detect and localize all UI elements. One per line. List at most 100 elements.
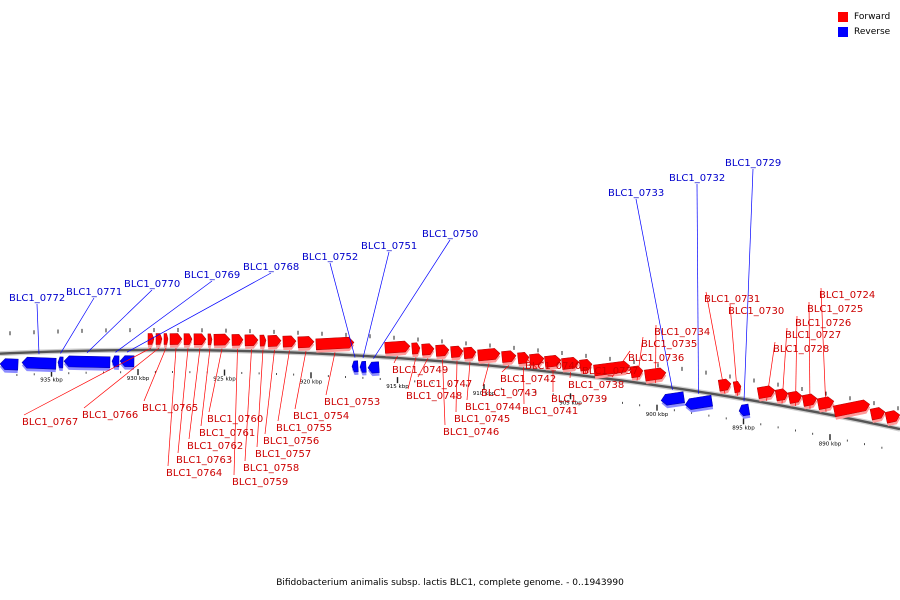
forward-gene-BLC1_0748[interactable] [411,342,421,358]
reverse-gene-BLC1_0770[interactable] [63,355,111,371]
gene-label-BLC1_0768[interactable]: BLC1_0768 [243,262,299,273]
gene-label-BLC1_0762[interactable]: BLC1_0762 [187,441,243,452]
leader-line [277,350,290,422]
gene-label-BLC1_0752[interactable]: BLC1_0752 [302,252,358,263]
forward-gene-BLC1_0762[interactable] [193,333,207,348]
gene-label-BLC1_0769[interactable]: BLC1_0769 [184,270,240,281]
gene-label-BLC1_0763[interactable]: BLC1_0763 [176,455,232,466]
gene-label-BLC1_0743[interactable]: BLC1_0743 [481,388,537,399]
forward-gene-extra-1[interactable] [869,406,887,423]
reverse-gene-BLC1_0733[interactable] [660,391,686,409]
gene-label-BLC1_0737[interactable]: BLC1_0737 [582,366,638,377]
gene-label-BLC1_0727[interactable]: BLC1_0727 [785,330,841,341]
forward-gene-BLC1_0740[interactable] [529,353,545,369]
gene-label-BLC1_0764[interactable]: BLC1_0764 [166,468,222,479]
gene-label-BLC1_0750[interactable]: BLC1_0750 [422,229,478,240]
gene-label-BLC1_0759[interactable]: BLC1_0759 [232,477,288,488]
reverse-gene-BLC1_0752[interactable] [351,360,359,375]
forward-gene-BLC1_0746[interactable] [435,344,450,360]
forward-gene-BLC1_0755[interactable] [282,335,297,351]
reverse-gene-BLC1_0771[interactable] [57,356,64,371]
reverse-gene-extra-r0[interactable] [0,358,19,374]
forward-gene-BLC1_0742[interactable] [501,350,517,366]
gene-label-BLC1_0736[interactable]: BLC1_0736 [628,353,684,364]
forward-gene-BLC1_0764[interactable] [169,333,183,348]
gene-label-BLC1_0760[interactable]: BLC1_0760 [207,414,263,425]
gene-body [644,367,667,382]
forward-gene-BLC1_0745[interactable] [450,345,464,361]
reverse-gene-BLC1_0772[interactable] [21,356,57,373]
gene-label-BLC1_0741[interactable]: BLC1_0741 [522,406,578,417]
forward-gene-BLC1_0759[interactable] [231,334,244,349]
forward-gene-BLC1_0765[interactable] [163,333,169,348]
reverse-gene-BLC1_0729[interactable] [738,403,751,419]
forward-gene-BLC1_0724[interactable] [816,396,835,413]
forward-gene-BLC1_0741[interactable] [517,351,530,367]
reverse-gene-BLC1_0768[interactable] [119,355,135,370]
gene-label-BLC1_0740[interactable]: BLC1_0740 [525,361,581,372]
forward-gene-BLC1_0743[interactable] [477,348,501,364]
reverse-gene-BLC1_0751[interactable] [359,360,367,376]
gene-label-BLC1_0749[interactable]: BLC1_0749 [392,365,448,376]
forward-gene-BLC1_0744[interactable] [463,346,477,362]
gene-label-BLC1_0747[interactable]: BLC1_0747 [416,379,472,390]
gene-label-BLC1_0735[interactable]: BLC1_0735 [641,339,697,350]
forward-gene-BLC1_0761[interactable] [207,333,213,348]
forward-gene-BLC1_0754[interactable] [297,336,315,351]
gene-label-BLC1_0726[interactable]: BLC1_0726 [795,318,851,329]
gene-label-BLC1_0761[interactable]: BLC1_0761 [199,428,255,439]
gene-label-BLC1_0730[interactable]: BLC1_0730 [728,306,784,317]
gene-label-BLC1_0744[interactable]: BLC1_0744 [465,402,521,413]
gene-label-BLC1_0733[interactable]: BLC1_0733 [608,188,664,199]
forward-gene-BLC1_0737[interactable] [579,358,593,375]
gene-label-BLC1_0724[interactable]: BLC1_0724 [819,290,875,301]
gene-label-BLC1_0757[interactable]: BLC1_0757 [255,449,311,460]
forward-gene-BLC1_0749[interactable] [384,340,411,357]
reverse-gene-BLC1_0769[interactable] [111,355,120,370]
forward-gene-BLC1_0760[interactable] [213,333,231,349]
forward-gene-BLC1_0763[interactable] [183,333,193,348]
forward-gene-BLC1_0757[interactable] [259,334,267,350]
gene-label-BLC1_0751[interactable]: BLC1_0751 [361,241,417,252]
gene-label-BLC1_0765[interactable]: BLC1_0765 [142,403,198,414]
gene-label-BLC1_0738[interactable]: BLC1_0738 [568,380,624,391]
gene-label-BLC1_0753[interactable]: BLC1_0753 [324,397,380,408]
forward-gene-BLC1_0739[interactable] [544,355,562,371]
forward-gene-extra-0[interactable] [832,399,871,420]
forward-gene-BLC1_0728[interactable] [756,385,776,402]
gene-label-BLC1_0748[interactable]: BLC1_0748 [406,391,462,402]
gene-label-BLC1_0754[interactable]: BLC1_0754 [293,411,349,422]
gene-label-BLC1_0772[interactable]: BLC1_0772 [9,293,65,304]
gene-label-BLC1_0742[interactable]: BLC1_0742 [500,374,556,385]
gene-label-BLC1_0767[interactable]: BLC1_0767 [22,417,78,428]
gene-label-BLC1_0745[interactable]: BLC1_0745 [454,414,510,425]
gene-label-BLC1_0770[interactable]: BLC1_0770 [124,279,180,290]
gene-label-BLC1_0728[interactable]: BLC1_0728 [773,344,829,355]
gene-label-BLC1_0729[interactable]: BLC1_0729 [725,158,781,169]
forward-gene-BLC1_0730[interactable] [732,380,742,396]
forward-gene-BLC1_0738[interactable] [561,356,580,373]
gene-body [119,355,135,367]
reverse-gene-BLC1_0750[interactable] [367,361,380,377]
forward-gene-BLC1_0756[interactable] [267,335,282,350]
gene-label-BLC1_0725[interactable]: BLC1_0725 [807,304,863,315]
gene-label-BLC1_0758[interactable]: BLC1_0758 [243,463,299,474]
forward-gene-BLC1_0747[interactable] [421,343,435,359]
forward-gene-extra-2[interactable] [884,410,900,427]
gene-label-BLC1_0734[interactable]: BLC1_0734 [654,327,710,338]
gene-label-BLC1_0732[interactable]: BLC1_0732 [669,173,725,184]
gene-label-BLC1_0756[interactable]: BLC1_0756 [263,436,319,447]
gene-label-BLC1_0746[interactable]: BLC1_0746 [443,427,499,438]
forward-gene-BLC1_0731[interactable] [717,378,732,395]
gene-label-BLC1_0739[interactable]: BLC1_0739 [551,394,607,405]
gene-label-BLC1_0766[interactable]: BLC1_0766 [82,410,138,421]
forward-gene-BLC1_0735[interactable] [630,365,644,381]
gene-label-BLC1_0755[interactable]: BLC1_0755 [276,423,332,434]
forward-gene-BLC1_0753[interactable] [315,336,355,353]
gene-body [561,356,580,370]
forward-gene-BLC1_0766[interactable] [155,333,163,348]
reverse-gene-BLC1_0732[interactable] [684,395,714,413]
gene-label-BLC1_0731[interactable]: BLC1_0731 [704,294,760,305]
gene-label-BLC1_0771[interactable]: BLC1_0771 [66,287,122,298]
forward-gene-BLC1_0758[interactable] [244,334,259,349]
